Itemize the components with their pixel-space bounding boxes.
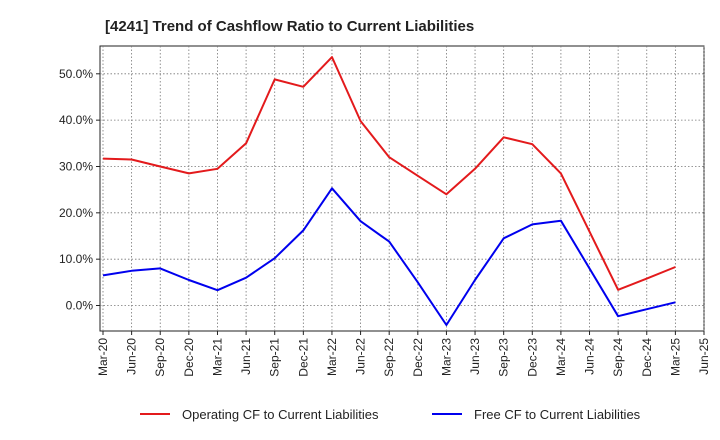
grid-lines (100, 46, 705, 331)
x-tick-label: Dec-21 (296, 338, 310, 377)
y-tick-label: 20.0% (59, 206, 93, 220)
y-tick-label: 30.0% (59, 159, 93, 173)
x-tick-label: Sep-23 (497, 338, 511, 377)
legend-label-2: Free CF to Current Liabilities (474, 407, 641, 422)
x-tick-label: Mar-25 (668, 338, 682, 376)
y-tick-label: 50.0% (59, 67, 93, 81)
y-axis-ticks: 0.0% 10.0% 20.0% 30.0% 40.0% 50.0% (59, 67, 100, 313)
x-tick-label: Mar-24 (554, 338, 568, 376)
x-tick-label: Sep-22 (382, 338, 396, 377)
x-axis-ticks: Mar-20 Jun-20 Sep-20 Dec-20 Mar-21 Jun-21 Sep-… (96, 331, 711, 377)
y-tick-label: 10.0% (59, 252, 93, 266)
x-tick-label: Dec-22 (411, 338, 425, 377)
chart-title: [4241] Trend of Cashflow Ratio to Curren… (105, 18, 474, 35)
x-tick-label: Dec-23 (525, 338, 539, 377)
x-tick-label: Sep-20 (153, 338, 167, 377)
y-tick-label: 0.0% (66, 299, 94, 313)
series-line-1 (102, 56, 676, 291)
x-tick-label: Dec-24 (640, 338, 654, 377)
x-tick-label: Dec-20 (182, 338, 196, 377)
series-lines (102, 56, 676, 326)
x-tick-label: Jun-23 (468, 338, 482, 375)
x-tick-label: Mar-20 (96, 338, 110, 376)
x-tick-label: Jun-24 (583, 338, 597, 375)
x-tick-label: Mar-22 (325, 338, 339, 376)
x-tick-label: Jun-25 (697, 338, 711, 375)
plot-area (99, 45, 705, 332)
y-tick-label: 40.0% (59, 113, 93, 127)
x-tick-label: Jun-21 (239, 338, 253, 375)
series-line-2 (102, 187, 676, 326)
legend: Operating CF to Current Liabilities Free … (140, 407, 641, 422)
x-tick-label: Mar-23 (439, 338, 453, 376)
x-tick-label: Jun-20 (125, 338, 139, 375)
x-tick-label: Sep-24 (611, 338, 625, 377)
x-tick-label: Sep-21 (268, 338, 282, 377)
legend-label-1: Operating CF to Current Liabilities (182, 407, 379, 422)
x-tick-label: Mar-21 (210, 338, 224, 376)
x-tick-label: Jun-22 (354, 338, 368, 375)
